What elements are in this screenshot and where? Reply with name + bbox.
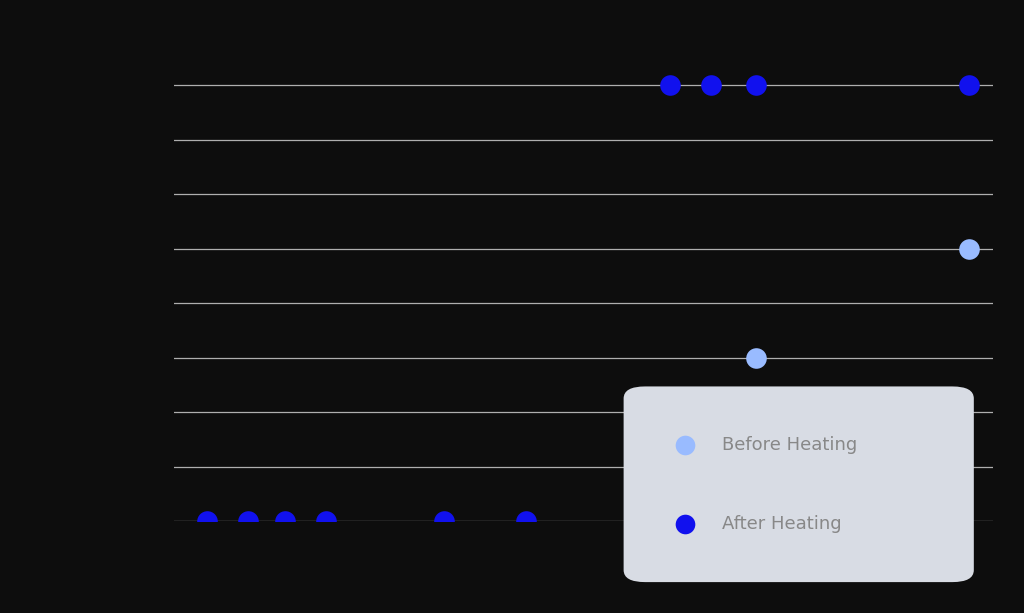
Point (662, 80, 678, 90)
Point (662, 516, 678, 526)
Point (961, 80, 977, 90)
Text: After Heating: After Heating (722, 515, 842, 533)
Point (748, 352, 764, 362)
Point (702, 80, 719, 90)
Point (748, 80, 764, 90)
Text: Before Heating: Before Heating (722, 436, 857, 454)
Point (961, 244, 977, 254)
Point (240, 516, 256, 526)
Point (436, 516, 453, 526)
Point (677, 519, 693, 528)
Point (518, 516, 535, 526)
FancyBboxPatch shape (624, 386, 974, 582)
Point (677, 440, 693, 450)
Point (702, 516, 719, 526)
Point (199, 516, 215, 526)
Point (276, 516, 293, 526)
Point (317, 516, 334, 526)
